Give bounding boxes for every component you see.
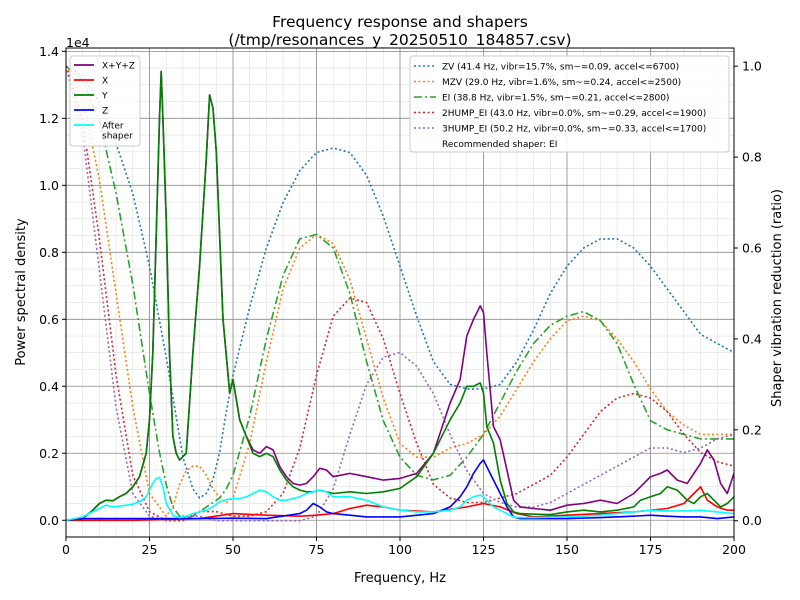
legend-right: ZV (41.4 Hz, vibr=15.7%, sm~=0.09, accel…	[409, 55, 730, 153]
x-tick-label: 150	[555, 542, 579, 557]
x-tick-label: 200	[722, 542, 746, 557]
x-tick-label: 125	[472, 542, 496, 557]
y2-tick-label: 0.4	[742, 331, 762, 346]
legend-label: 3HUMP_EI (50.2 Hz, vibr=0.0%, sm~=0.33, …	[442, 125, 706, 135]
series-line-3hump-ei	[66, 66, 734, 522]
y-tick-label: 0.0	[39, 513, 59, 528]
y-tick-label: 1.2	[39, 111, 59, 126]
legend-label: MZV (29.0 Hz, vibr=1.6%, sm~=0.24, accel…	[442, 78, 681, 88]
legend-label: EI (38.8 Hz, vibr=1.5%, sm~=0.21, accel<…	[442, 94, 669, 104]
legend-recommended-note: Recommended shaper: EI	[442, 140, 557, 150]
y-tick-label: 0.2	[39, 446, 59, 461]
chart-title: Frequency response and shapers	[272, 13, 528, 31]
series-line-ei	[66, 65, 734, 520]
series-layer	[66, 65, 734, 522]
y2-tick-label: 0.8	[742, 150, 762, 165]
series-line-after-shaper	[66, 476, 734, 522]
series-line-z	[66, 459, 734, 522]
y2-tick-label: 0.0	[742, 513, 762, 528]
legend-label: X	[102, 77, 108, 87]
legend-label: Y	[101, 92, 108, 102]
series-line-y	[66, 70, 734, 522]
chart-subtitle: (/tmp/resonances_y_20250510_184857.csv)	[228, 31, 571, 50]
x-tick-label: 175	[639, 542, 663, 557]
legend-label: X+Y+Z	[102, 62, 135, 72]
y-tick-label: 1.4	[39, 44, 59, 59]
legend-label: After	[102, 122, 124, 132]
legend-left-box	[69, 55, 141, 147]
y-tick-label: 0.6	[39, 312, 59, 327]
x-tick-label: 100	[388, 542, 412, 557]
x-axis-label: Frequency, Hz	[354, 571, 446, 586]
y-axis-label: Power spectral density	[14, 218, 29, 366]
y2-tick-label: 0.2	[742, 422, 762, 437]
x-tick-label: 75	[309, 542, 325, 557]
y-tick-label: 0.8	[39, 245, 59, 260]
y-offset-text: 1e4	[66, 35, 90, 50]
y2-axis-label: Shaper vibration reduction (ratio)	[770, 189, 785, 407]
series-line-mzv	[66, 65, 734, 518]
legend-label: 2HUMP_EI (43.0 Hz, vibr=0.0%, sm~=0.29, …	[442, 109, 706, 119]
y2-tick-label: 1.0	[742, 59, 762, 74]
x-tick-label: 0	[62, 542, 70, 557]
legend-label: shaper	[102, 132, 133, 142]
y2-tick-label: 0.6	[742, 241, 762, 256]
x-tick-label: 25	[142, 542, 158, 557]
x-tick-label: 50	[225, 542, 241, 557]
y-tick-label: 1.0	[39, 178, 59, 193]
legend-label: ZV (41.4 Hz, vibr=15.7%, sm~=0.09, accel…	[442, 63, 679, 73]
tick-marks	[62, 50, 738, 541]
legend-right-box	[409, 55, 730, 153]
legend-label: Z	[102, 107, 108, 117]
y-tick-label: 0.4	[39, 379, 59, 394]
tick-labels: 0 25 50 75 100 125 150 175 200 0.0 0.2 0.4 0.6 0.8 1.0…	[39, 44, 762, 557]
